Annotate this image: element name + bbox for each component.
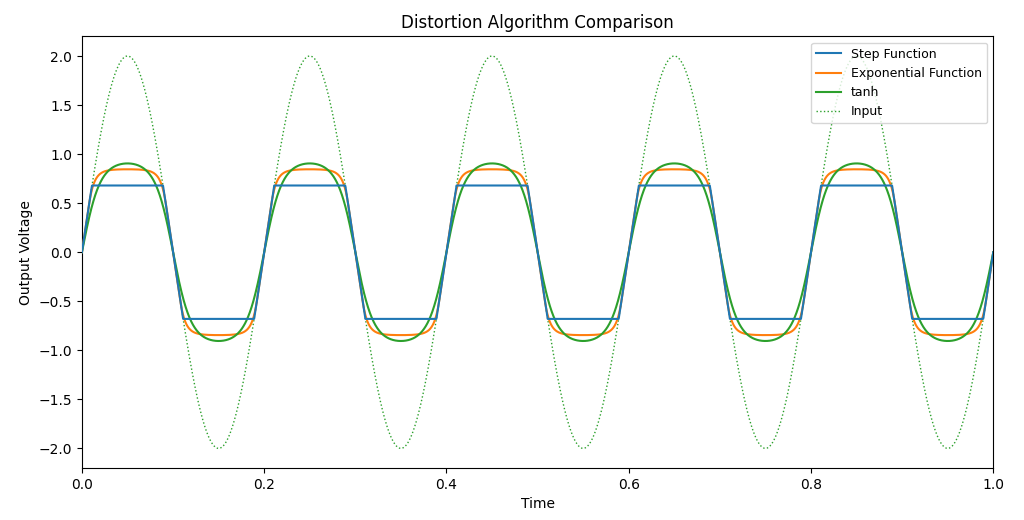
Input (825, 122, 838, 128)
Line: tanh: tanh (82, 163, 993, 341)
Input (987, 249, 999, 255)
tanh (669, 160, 681, 166)
Input (76, 249, 88, 255)
Input (941, 445, 953, 451)
Line: Exponential Function: Exponential Function (82, 170, 993, 335)
tanh (941, 338, 953, 344)
Exponential Function (669, 166, 681, 173)
tanh (825, 176, 838, 182)
Input (756, 444, 768, 450)
tanh (424, 314, 436, 320)
Line: Input: Input (82, 56, 993, 448)
Exponential Function (76, 249, 88, 255)
Exponential Function (941, 332, 953, 338)
tanh (756, 337, 768, 344)
Input (242, 355, 254, 361)
Exponential Function (987, 249, 999, 255)
tanh (987, 249, 999, 255)
Step Function (242, 316, 254, 322)
Exponential Function (424, 326, 436, 332)
Input (424, 353, 436, 359)
Exponential Function (242, 326, 254, 332)
Input (623, 250, 635, 256)
Y-axis label: Output Voltage: Output Voltage (19, 200, 33, 305)
Exponential Function (122, 166, 134, 173)
Exponential Function (825, 170, 838, 176)
Exponential Function (756, 332, 768, 338)
tanh (623, 250, 635, 256)
tanh (76, 249, 88, 255)
Step Function (86, 183, 98, 189)
X-axis label: Time: Time (520, 497, 555, 511)
Step Function (623, 249, 635, 255)
Step Function (987, 249, 999, 255)
Input (122, 53, 134, 59)
Input (669, 53, 681, 59)
Legend: Step Function, Exponential Function, tanh, Input: Step Function, Exponential Function, tan… (811, 43, 987, 123)
Step Function (76, 249, 88, 255)
Exponential Function (623, 250, 635, 256)
Step Function (424, 316, 436, 322)
Title: Distortion Algorithm Comparison: Distortion Algorithm Comparison (401, 14, 674, 32)
Step Function (669, 183, 681, 189)
Step Function (756, 316, 768, 322)
tanh (242, 315, 254, 321)
Step Function (825, 183, 838, 189)
Step Function (177, 316, 189, 322)
Line: Step Function: Step Function (82, 186, 993, 319)
tanh (122, 160, 134, 166)
